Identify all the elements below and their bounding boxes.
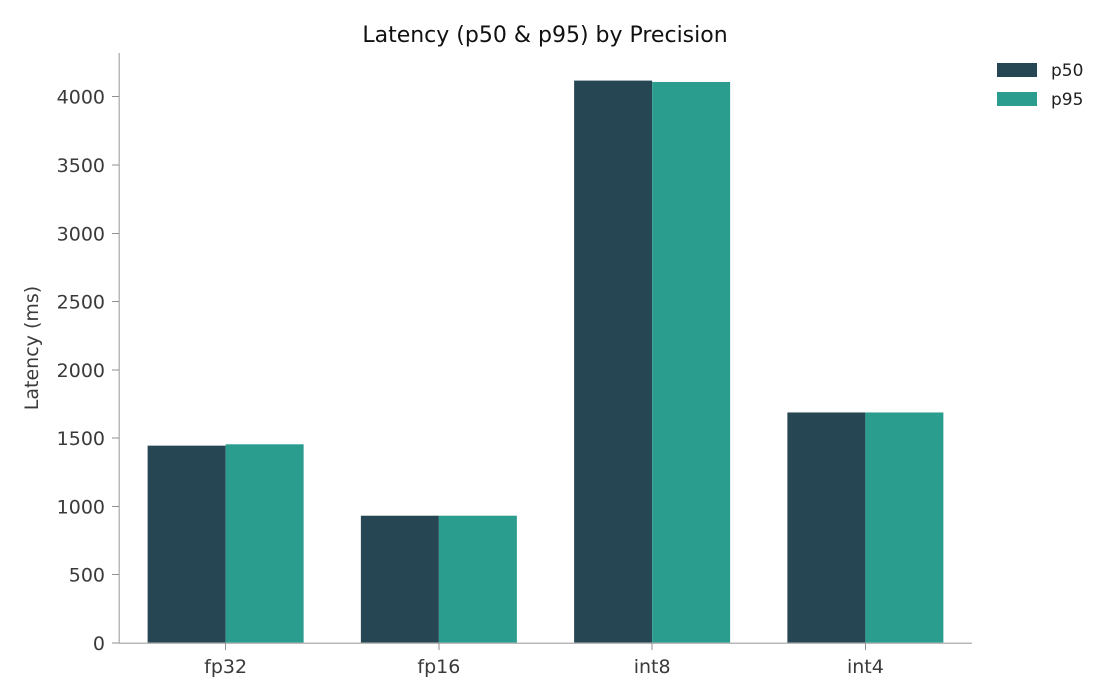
y-tick-label: 2500 [57,292,105,314]
axes [118,53,972,644]
chart-title: Latency (p50 & p95) by Precision [362,23,727,48]
legend-label-p50: p50 [1051,61,1083,81]
bar-p95-fp16 [438,515,517,643]
x-tick-label: int8 [634,656,671,678]
legend-swatch-p50 [997,63,1037,77]
y-tick-label: 3000 [57,223,105,245]
y-tick-label: 3500 [57,155,105,177]
ticks: 0 500 1000 1500 2000 2500 3000 3500 4000 fp32 fp16… [57,87,884,678]
plot-area [147,80,944,644]
bar-p50-int4 [787,412,866,643]
bar-p95-fp32 [225,444,304,643]
bar-p50-fp16 [360,515,439,643]
y-tick-label: 1000 [57,496,105,518]
bar-p50-fp32 [147,445,226,643]
y-tick-label: 1500 [57,428,105,450]
legend-swatch-p95 [997,92,1037,106]
bar-p50-int8 [574,80,653,644]
y-tick-label: 4000 [57,87,105,109]
x-tick-label: fp32 [204,656,247,678]
y-tick-label: 0 [93,633,105,655]
x-tick-label: fp16 [417,656,460,678]
x-tick-label: int4 [847,656,884,678]
y-tick-label: 2000 [57,360,105,382]
y-axis-title: Latency (ms) [21,286,43,410]
legend-label-p95: p95 [1051,90,1083,110]
y-tick-label: 500 [69,565,105,587]
bar-p95-int4 [865,412,944,643]
labels: Latency (p50 & p95) by Precision Latency… [21,23,728,410]
bar-p95-int8 [652,81,731,643]
